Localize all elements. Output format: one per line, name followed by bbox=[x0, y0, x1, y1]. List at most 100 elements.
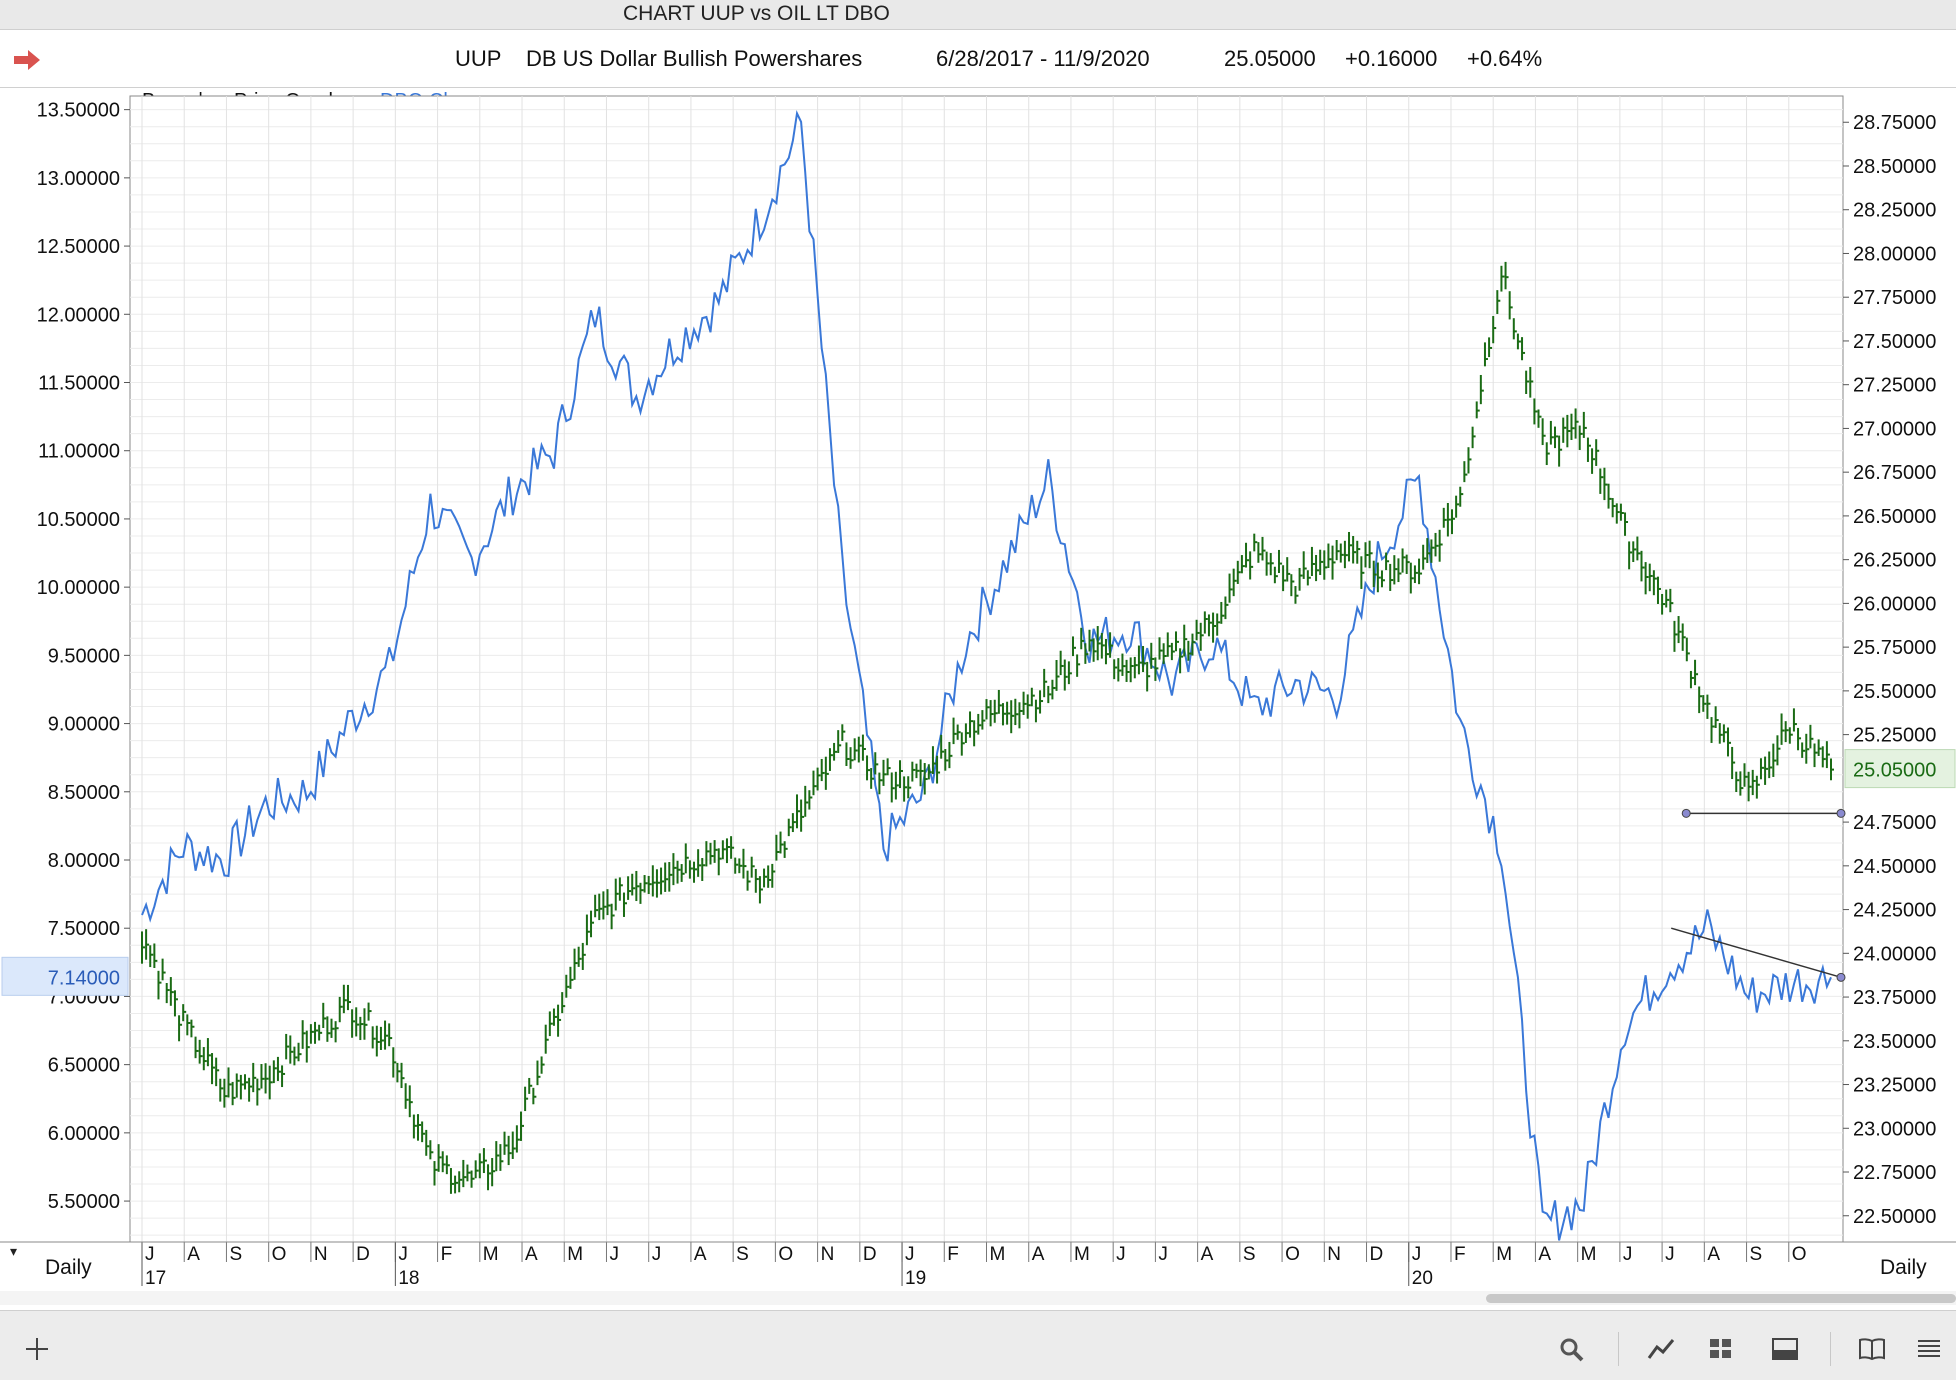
month-label: J bbox=[652, 1244, 662, 1265]
percent-change: +0.64% bbox=[1467, 46, 1543, 71]
left-axis-tick-label: 8.50000 bbox=[48, 782, 120, 804]
month-label: M bbox=[990, 1244, 1006, 1265]
window-titlebar: CHART UUP vs OIL LT DBO bbox=[0, 0, 1956, 30]
trendline-handle[interactable] bbox=[1836, 972, 1846, 982]
right-axis-tick-label: 24.50000 bbox=[1853, 856, 1936, 878]
right-axis-tick-label: 26.25000 bbox=[1853, 550, 1936, 572]
month-label: O bbox=[1285, 1244, 1300, 1265]
horizontal-scrollbar[interactable] bbox=[0, 1291, 1956, 1305]
trendline-handle[interactable] bbox=[1836, 808, 1846, 818]
right-axis-tick-label: 23.00000 bbox=[1853, 1118, 1936, 1140]
right-axis-tick-label: 27.25000 bbox=[1853, 375, 1936, 397]
month-label: M bbox=[1074, 1244, 1090, 1265]
left-axis-tick-label: 12.00000 bbox=[37, 304, 120, 326]
right-axis-tick-label: 25.25000 bbox=[1853, 725, 1936, 747]
left-axis-tick-label: 9.50000 bbox=[48, 645, 120, 667]
month-label: J bbox=[1623, 1244, 1633, 1265]
left-axis-tick-label: 6.00000 bbox=[48, 1123, 120, 1145]
month-label: A bbox=[694, 1244, 707, 1265]
month-label: J bbox=[905, 1244, 915, 1265]
month-label: O bbox=[272, 1244, 287, 1265]
month-label: O bbox=[778, 1244, 793, 1265]
toolbar-divider bbox=[1830, 1332, 1831, 1366]
right-axis-tick-label: 27.75000 bbox=[1853, 287, 1936, 309]
year-label: 19 bbox=[905, 1268, 926, 1289]
month-label: A bbox=[1707, 1244, 1720, 1265]
book-icon[interactable] bbox=[1855, 1334, 1889, 1364]
bottom-toolbar bbox=[0, 1310, 1956, 1380]
price-chart[interactable]: 13.50000 13.00000 12.50000 12.00000 11.50000… bbox=[0, 88, 1956, 1310]
right-axis-tick-label: 25.75000 bbox=[1853, 637, 1936, 659]
crosshair-tool-icon[interactable] bbox=[20, 1334, 54, 1364]
right-axis-tick-label: 23.75000 bbox=[1853, 987, 1936, 1009]
left-axis-tick-label: 11.50000 bbox=[38, 373, 120, 395]
toolbar-divider bbox=[1618, 1332, 1619, 1366]
right-axis-tick-label: 23.50000 bbox=[1853, 1031, 1936, 1053]
month-label: A bbox=[1201, 1244, 1214, 1265]
dbo-current-value: 7.14000 bbox=[48, 967, 120, 989]
month-label: J bbox=[398, 1244, 408, 1265]
month-label: N bbox=[314, 1244, 328, 1265]
right-axis-tick-label: 28.50000 bbox=[1853, 156, 1936, 178]
month-label: J bbox=[145, 1244, 155, 1265]
left-axis-tick-label: 8.00000 bbox=[48, 850, 120, 872]
year-label: 20 bbox=[1412, 1268, 1433, 1289]
list-icon[interactable] bbox=[1912, 1334, 1946, 1364]
month-label: M bbox=[567, 1244, 583, 1265]
month-label: A bbox=[525, 1244, 538, 1265]
month-label: A bbox=[1032, 1244, 1045, 1265]
period-dropdown-icon: ▾ bbox=[10, 1243, 17, 1259]
month-label: D bbox=[863, 1244, 877, 1265]
left-axis-tick-label: 5.50000 bbox=[48, 1191, 120, 1213]
symbol-name: DB US Dollar Bullish Powershares bbox=[526, 46, 863, 71]
last-price: 25.05000 bbox=[1224, 46, 1316, 71]
left-axis-tick-label: 12.50000 bbox=[37, 236, 120, 258]
right-axis-tick-label: 22.50000 bbox=[1853, 1206, 1936, 1228]
grid-layout-icon[interactable] bbox=[1704, 1334, 1738, 1364]
panel-layout-icon[interactable] bbox=[1768, 1334, 1802, 1364]
window-title: CHART UUP vs OIL LT DBO bbox=[623, 2, 890, 25]
left-axis-tick-label: 9.00000 bbox=[48, 714, 120, 736]
left-axis-tick-label: 13.00000 bbox=[37, 168, 120, 190]
dbo-trendline[interactable] bbox=[1671, 927, 1842, 979]
month-label: S bbox=[1243, 1244, 1256, 1265]
month-label: S bbox=[736, 1244, 749, 1265]
month-label: N bbox=[1327, 1244, 1341, 1265]
symbol-info-bar: UUP DB US Dollar Bullish Powershares 6/2… bbox=[0, 30, 1956, 88]
month-label: D bbox=[1370, 1244, 1384, 1265]
month-label: F bbox=[441, 1244, 453, 1265]
year-label: 17 bbox=[145, 1268, 166, 1289]
month-label: S bbox=[1750, 1244, 1763, 1265]
price-change: +0.16000 bbox=[1345, 46, 1438, 71]
month-label: M bbox=[1496, 1244, 1512, 1265]
right-axis-tick-label: 24.25000 bbox=[1853, 900, 1936, 922]
right-axis-tick-label: 28.25000 bbox=[1853, 200, 1936, 222]
month-label: A bbox=[187, 1244, 200, 1265]
left-period-label: Daily bbox=[45, 1256, 92, 1279]
right-axis-tick-label: 24.00000 bbox=[1853, 943, 1936, 965]
dbo-current-value-box bbox=[1, 956, 129, 996]
left-axis-tick-label: 10.50000 bbox=[37, 509, 120, 531]
right-axis-tick-label: 25.50000 bbox=[1853, 681, 1936, 703]
month-label: O bbox=[1792, 1244, 1807, 1265]
chart-type-icon[interactable] bbox=[1644, 1334, 1678, 1364]
chart-canvas[interactable]: 13.50000 13.00000 12.50000 12.00000 11.50000… bbox=[0, 88, 1956, 1310]
scrollbar-thumb[interactable] bbox=[1486, 1294, 1956, 1303]
symbol-ticker: UUP bbox=[455, 46, 502, 71]
search-icon[interactable] bbox=[1555, 1334, 1589, 1364]
trendline-handle[interactable] bbox=[1681, 808, 1691, 818]
red-arrow-icon[interactable] bbox=[12, 48, 42, 72]
month-label: F bbox=[947, 1244, 959, 1265]
month-label: F bbox=[1454, 1244, 1466, 1265]
right-axis-tick-label: 28.00000 bbox=[1853, 243, 1936, 265]
right-period-label: Daily bbox=[1880, 1256, 1927, 1279]
left-axis-tick-label: 7.50000 bbox=[48, 918, 120, 940]
left-axis-tick-label: 13.50000 bbox=[37, 100, 120, 122]
month-label: D bbox=[356, 1244, 370, 1265]
right-axis-tick-label: 23.25000 bbox=[1853, 1075, 1936, 1097]
month-label: M bbox=[483, 1244, 499, 1265]
right-axis-tick-label: 27.50000 bbox=[1853, 331, 1936, 353]
right-axis-tick-label: 22.75000 bbox=[1853, 1162, 1936, 1184]
month-label: J bbox=[1665, 1244, 1675, 1265]
right-axis-tick-label: 26.75000 bbox=[1853, 462, 1936, 484]
